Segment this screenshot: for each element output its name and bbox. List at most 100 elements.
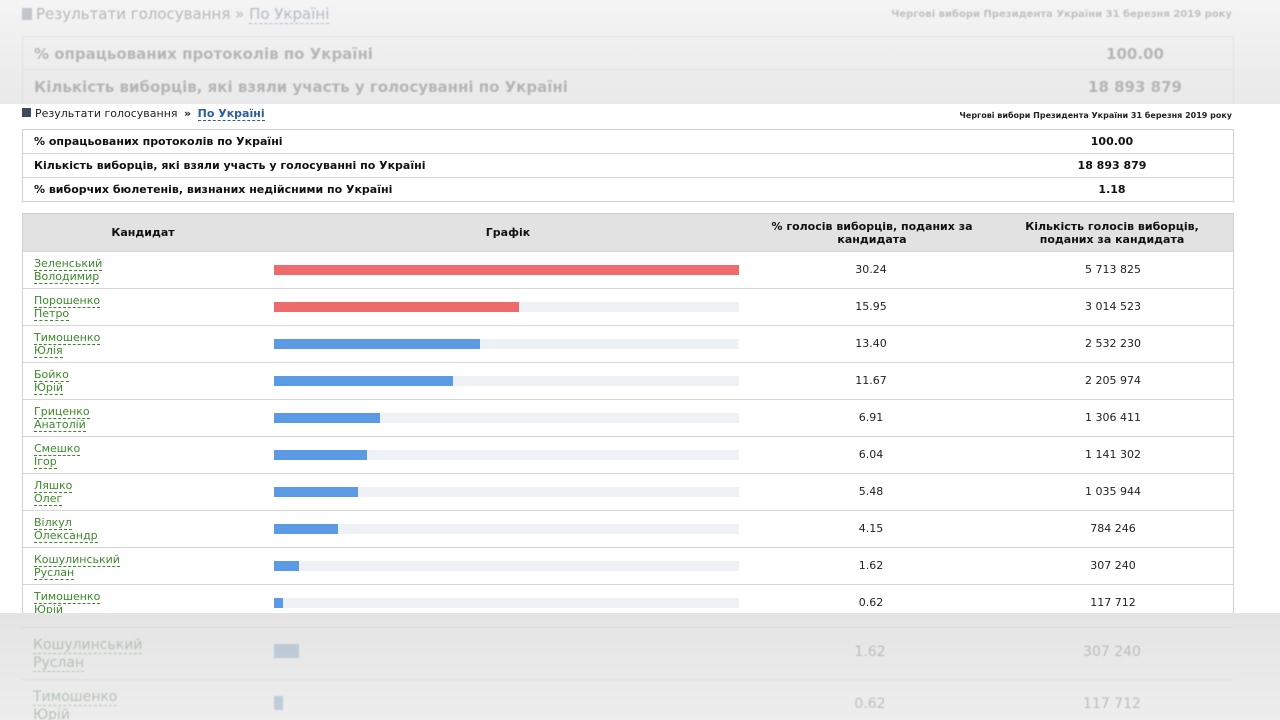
ghost-first-name: Юрій [33, 707, 70, 720]
ghost-bar [274, 696, 283, 710]
vote-bar-track [274, 561, 739, 571]
ghost-surname: Кошулинський [33, 637, 143, 654]
vote-percent: 30.24 [855, 263, 887, 276]
summary-row-protocols: % опрацьованих протоколів по Україні 100… [23, 130, 1233, 153]
summary-label: % виборчих бюлетенів, визнаних недійсним… [34, 183, 393, 196]
vote-bar [274, 561, 300, 571]
vote-percent: 15.95 [855, 300, 887, 313]
candidate-surname-link[interactable]: Тимошенко [34, 590, 101, 604]
candidate-surname-link[interactable]: Бойко [34, 368, 69, 382]
vote-bar-track [274, 339, 739, 349]
candidate-first-name-link[interactable]: Олександр [34, 529, 98, 543]
table-row: Зеленський Володимир 30.24 5 713 825 [23, 251, 1233, 288]
candidate-first-name-link[interactable]: Юлія [34, 344, 63, 358]
breadcrumb-link-ukraine[interactable]: По Україні [197, 107, 265, 121]
candidate-name: Порошенко Петро [34, 294, 101, 321]
vote-bar [274, 339, 480, 349]
vote-percent: 13.40 [855, 337, 887, 350]
ghost-table-row: Кошулинський Руслан 1.62 307 240 [22, 627, 1232, 679]
header-candidate: Кандидат [111, 226, 175, 239]
candidate-first-name-link[interactable]: Олег [34, 492, 63, 506]
candidate-surname-link[interactable]: Ляшко [34, 479, 73, 493]
square-icon [22, 108, 31, 117]
vote-percent: 4.15 [858, 522, 884, 535]
ghost-first-name: Руслан [33, 655, 85, 672]
ghost-candidate-name: Кошулинський Руслан [33, 636, 143, 672]
table-row: Порошенко Петро 15.95 3 014 523 [23, 288, 1233, 325]
blurred-background-top: Результати голосування » По Україні Черг… [0, 0, 1280, 104]
ghost-candidate-name: Тимошенко Юрій [33, 688, 118, 720]
summary-value: 18 893 879 [1077, 159, 1147, 172]
election-title: Чергові вибори Президента України 31 бер… [959, 111, 1232, 120]
candidate-surname-link[interactable]: Тимошенко [34, 331, 101, 345]
candidate-surname-link[interactable]: Гриценко [34, 405, 90, 419]
vote-bar [274, 376, 454, 386]
candidate-name: Ляшко Олег [34, 479, 73, 506]
ghost-breadcrumb-label: Результати голосування [36, 5, 231, 23]
vote-count: 307 240 [1090, 559, 1136, 572]
candidate-first-name-link[interactable]: Руслан [34, 566, 75, 580]
candidate-name: Зеленський Володимир [34, 257, 103, 284]
vote-bar-track [274, 265, 739, 275]
ghost-breadcrumb-link: По Україні [249, 5, 330, 24]
summary-label: % опрацьованих протоколів по Україні [34, 135, 283, 148]
ghost-breadcrumb-separator: » [235, 5, 245, 23]
table-row: Кошулинський Руслан 1.62 307 240 [23, 547, 1233, 584]
candidate-surname-link[interactable]: Порошенко [34, 294, 101, 308]
vote-count: 2 205 974 [1085, 374, 1141, 387]
candidate-surname-link[interactable]: Смешко [34, 442, 81, 456]
candidate-first-name-link[interactable]: Анатолій [34, 418, 86, 432]
square-icon [22, 8, 32, 20]
candidate-first-name-link[interactable]: Юрій [34, 381, 64, 395]
vote-bar-track [274, 598, 739, 608]
candidate-first-name-link[interactable]: Петро [34, 307, 70, 321]
breadcrumb-label: Результати голосування [35, 107, 178, 120]
candidate-surname-link[interactable]: Зеленський [34, 257, 103, 271]
results-table-body: Зеленський Володимир 30.24 5 713 825 Порошен… [23, 251, 1233, 613]
vote-bar-track [274, 524, 739, 534]
vote-bar [274, 524, 338, 534]
ghost-summary-row: % опрацьованих протоколів по Україні 100… [22, 36, 1234, 70]
summary-row-turnout: Кількість виборців, які взяли участь у г… [23, 153, 1233, 177]
results-table-header: Кандидат Графік % голосів виборців, пода… [23, 214, 1233, 251]
vote-percent: 6.04 [858, 448, 884, 461]
table-row: Вілкул Олександр 4.15 784 246 [23, 510, 1233, 547]
ghost-election-title: Чергові вибори Президента України 31 бер… [891, 9, 1232, 20]
vote-count: 117 712 [1090, 596, 1136, 609]
summary-table: % опрацьованих протоколів по Україні 100… [22, 129, 1234, 202]
ghost-summary-value: 100.00 [1106, 45, 1164, 63]
candidate-first-name-link[interactable]: Юрій [34, 603, 64, 613]
candidate-name: Гриценко Анатолій [34, 405, 90, 432]
ghost-votes: 117 712 [1083, 696, 1141, 712]
vote-percent: 11.67 [855, 374, 887, 387]
header-graph: Графік [485, 226, 531, 239]
vote-count: 784 246 [1090, 522, 1136, 535]
summary-row-invalid: % виборчих бюлетенів, визнаних недійсним… [23, 177, 1233, 201]
table-row: Тимошенко Юрій 0.62 117 712 [23, 584, 1233, 613]
candidate-first-name-link[interactable]: Ігор [34, 455, 57, 469]
table-row: Ляшко Олег 5.48 1 035 944 [23, 473, 1233, 510]
breadcrumb: Результати голосування » По Україні [22, 107, 265, 121]
ghost-summary-row: Кількість виборців, які взяли участь у г… [22, 69, 1234, 103]
candidate-name: Кошулинський Руслан [34, 553, 120, 580]
candidate-surname-link[interactable]: Вілкул [34, 516, 72, 530]
vote-count: 3 014 523 [1085, 300, 1141, 313]
vote-bar-track [274, 376, 739, 386]
ghost-table-row: Тимошенко Юрій 0.62 117 712 [22, 679, 1232, 720]
vote-bar-track [274, 302, 739, 312]
vote-count: 5 713 825 [1085, 263, 1141, 276]
candidate-surname-link[interactable]: Кошулинський [34, 553, 120, 567]
header-percent: % голосів виборців, поданих за кандидата [771, 220, 973, 246]
vote-percent: 5.48 [858, 485, 884, 498]
vote-bar [274, 598, 284, 608]
header-votes: Кількість голосів виборців, поданих за к… [1025, 220, 1199, 246]
vote-count: 1 035 944 [1085, 485, 1141, 498]
breadcrumb-separator: » [184, 107, 192, 120]
vote-count: 1 306 411 [1085, 411, 1141, 424]
ghost-summary-label: Кількість виборців, які взяли участь у г… [34, 78, 568, 96]
candidate-first-name-link[interactable]: Володимир [34, 270, 100, 284]
vote-bar [274, 265, 739, 275]
table-row: Бойко Юрій 11.67 2 205 974 [23, 362, 1233, 399]
results-table: Кандидат Графік % голосів виборців, пода… [22, 213, 1234, 613]
ghost-bar [274, 644, 299, 658]
